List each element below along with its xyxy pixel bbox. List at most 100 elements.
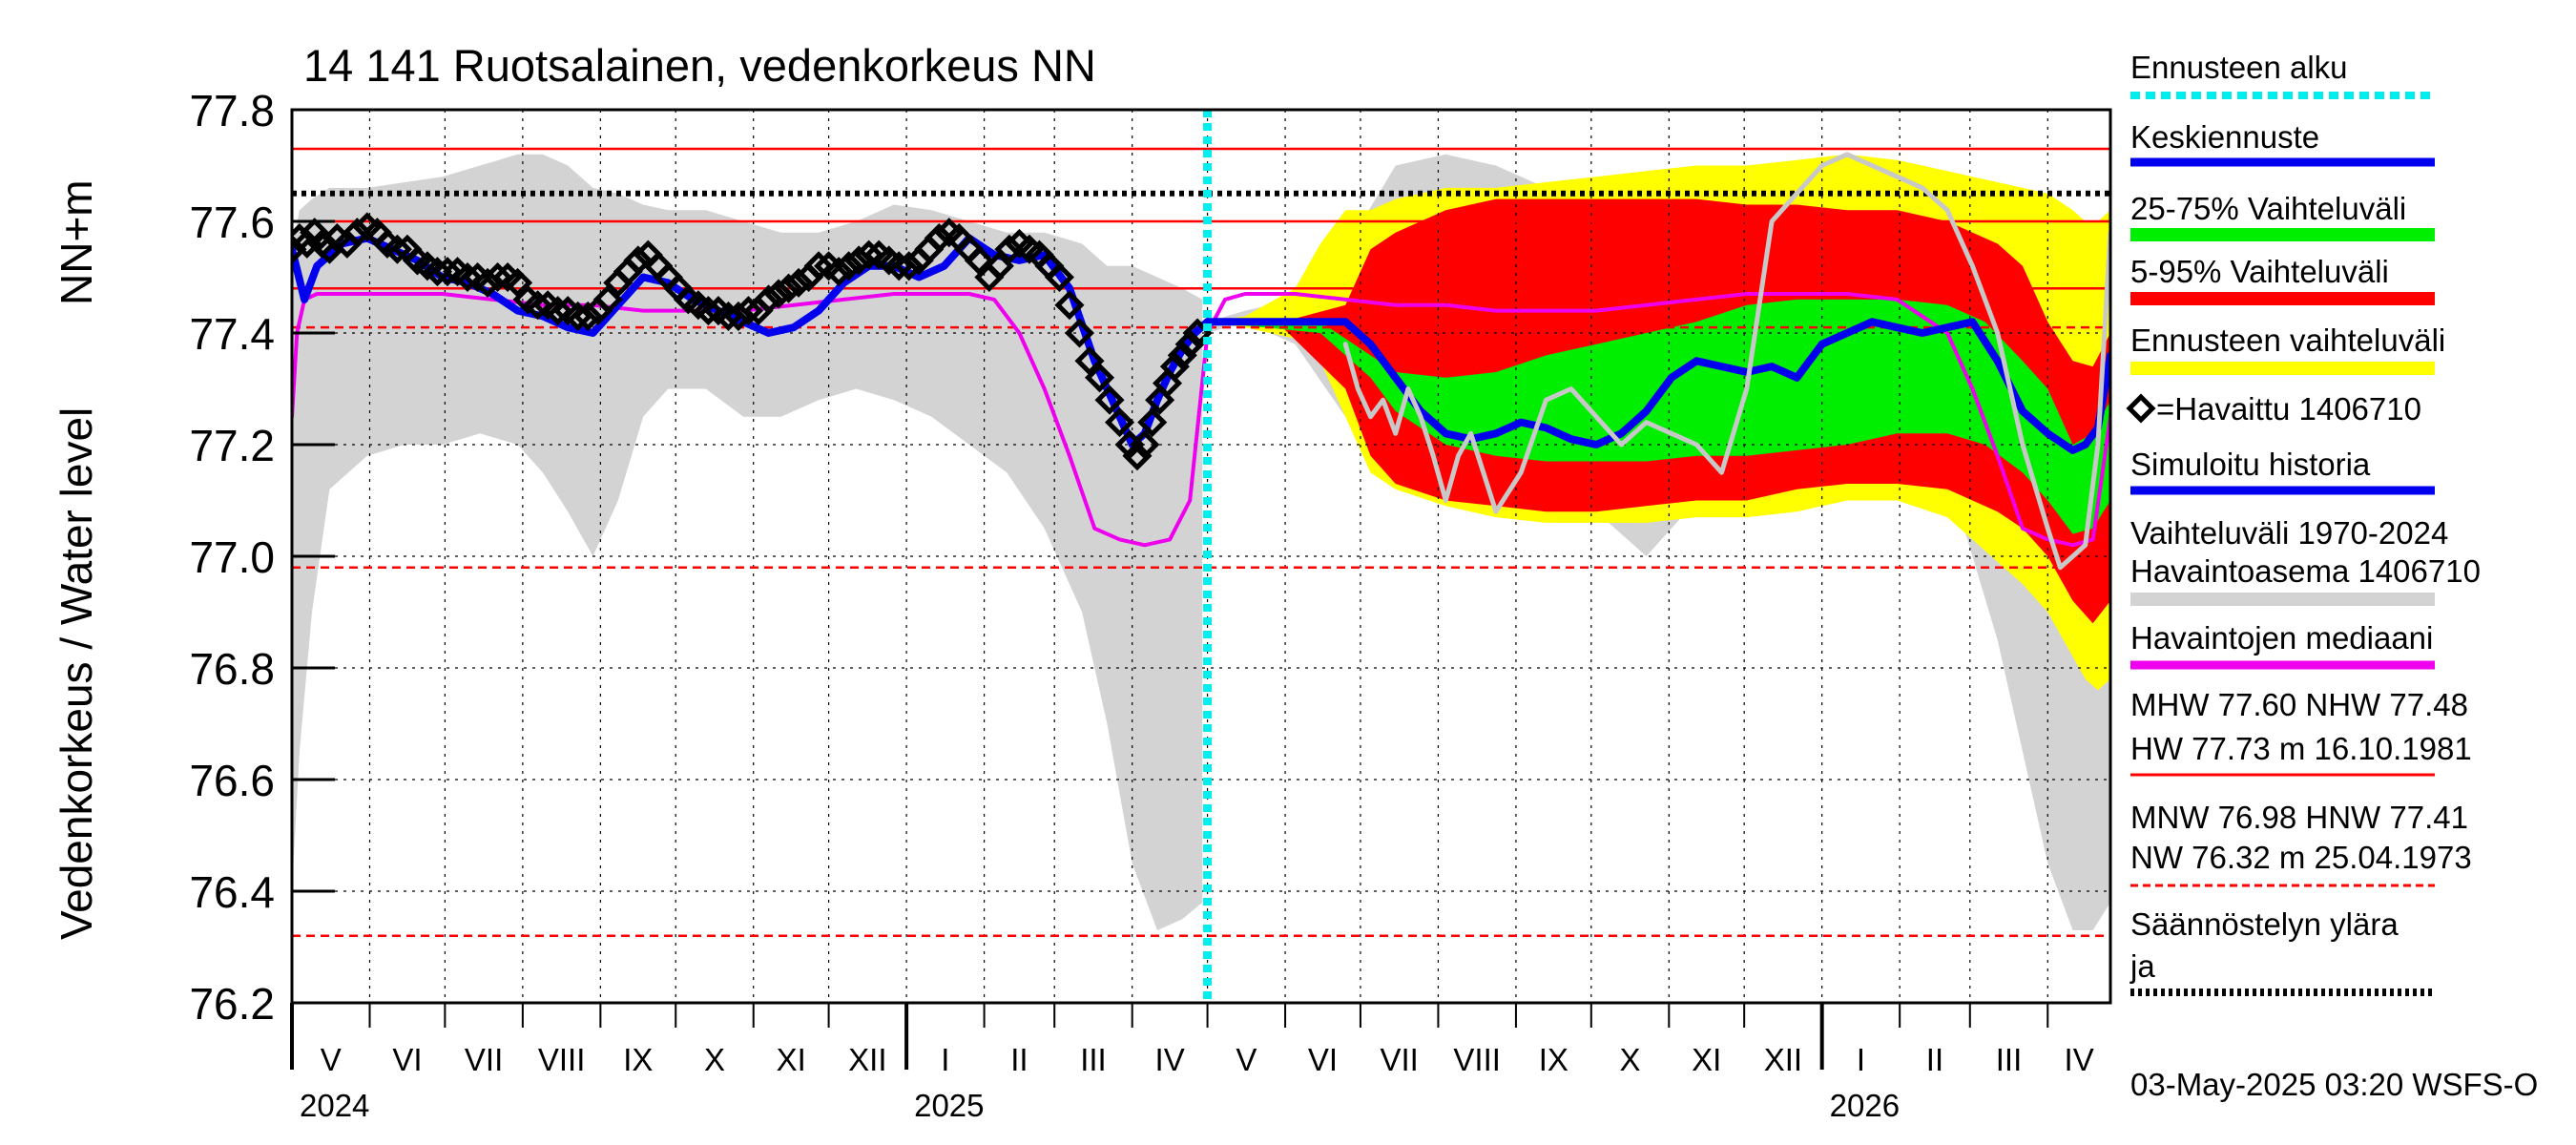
observed-marker-19 <box>452 261 483 293</box>
observed-marker-51 <box>773 273 804 303</box>
observed-marker-93 <box>1174 329 1205 360</box>
month-label-15: VIII <box>1453 1042 1501 1077</box>
legend-marker-havaittu-1406710 <box>2126 393 2156 424</box>
observed-marker-88 <box>1137 407 1168 438</box>
legend-label2-mhw-77-60-nhw-77-48: HW 77.73 m 16.10.1981 <box>2130 731 2472 766</box>
observed-marker-78 <box>1044 261 1074 293</box>
month-label-6: XI <box>777 1042 806 1077</box>
observed-marker-81 <box>1074 345 1105 376</box>
observed-marker-17 <box>432 257 463 287</box>
observed-marker-47 <box>733 296 764 326</box>
legend-label2-mnw-76-98-hnw-77-41: NW 76.32 m 25.04.1973 <box>2130 840 2472 875</box>
x-axis: V VI VII VIII IX X XI XII I II III IV V VI VII VIII IX X X… <box>290 1003 2094 1123</box>
observed-marker-22 <box>483 261 513 293</box>
year-label-2024: 2024 <box>300 1088 369 1123</box>
observed-marker-31 <box>572 301 603 331</box>
observed-marker-82 <box>1084 363 1115 393</box>
month-label-9: II <box>1010 1042 1028 1077</box>
y-tick-label-76.8: 76.8 <box>189 644 275 694</box>
observed-marker-33 <box>592 284 623 315</box>
observed-marker-52 <box>783 267 814 298</box>
band-25-75-vaihteluv-li <box>1207 299 2110 534</box>
observed-marker-12 <box>382 234 412 264</box>
month-label-17: X <box>1620 1042 1641 1077</box>
chart-title: 14 141 Ruotsalainen, vedenkorkeus NN <box>303 40 1096 91</box>
month-label-11: IV <box>1155 1042 1185 1077</box>
month-label-16: IX <box>1539 1042 1568 1077</box>
month-label-5: X <box>704 1042 725 1077</box>
observed-marker-66 <box>924 223 954 254</box>
month-label-20: I <box>1857 1042 1865 1077</box>
legend-label2-s-nn-stelyn-yl-ra: ja <box>2129 948 2155 984</box>
y-tick-label-76.6: 76.6 <box>189 756 275 805</box>
month-label-22: III <box>1996 1042 2023 1077</box>
observed-marker-49 <box>753 284 784 315</box>
y-tick-label-76.4: 76.4 <box>189 867 275 917</box>
legend-label-keskiennuste: Keskiennuste <box>2130 119 2319 155</box>
observed-marker-87 <box>1130 429 1160 460</box>
observed-marker-70 <box>964 245 994 276</box>
legend-label-s-nn-stelyn-yl-ra: Säännöstelyn ylära <box>2130 906 2399 942</box>
legend-label-havaintojen-mediaani: Havaintojen mediaani <box>2130 620 2433 656</box>
month-label-2: VII <box>465 1042 503 1077</box>
observed-marker-28 <box>543 296 573 326</box>
y-axis-label: Vedenkorkeus / Water level <box>52 407 101 940</box>
observed-marker-73 <box>994 234 1025 264</box>
legend-label-25-75-vaihteluv-li: 25-75% Vaihteluväli <box>2130 191 2406 226</box>
month-label-4: IX <box>623 1042 653 1077</box>
observed-marker-63 <box>894 251 924 281</box>
observed-marker-36 <box>623 245 654 276</box>
observed-marker-26 <box>523 290 553 321</box>
month-label-19: XII <box>1764 1042 1802 1077</box>
y-tick-label-77.0: 77.0 <box>189 532 275 582</box>
month-label-0: V <box>321 1042 342 1077</box>
band-vaihteluv-li-1970-2024-havaintoasema-1406710 <box>292 154 1203 931</box>
month-label-7: XII <box>848 1042 886 1077</box>
month-label-1: VI <box>392 1042 422 1077</box>
year-label-2026: 2026 <box>1830 1088 1900 1123</box>
observed-marker-79 <box>1054 290 1085 321</box>
observed-marker-83 <box>1094 385 1125 415</box>
observed-marker-50 <box>763 279 794 309</box>
legend-label-mnw-76-98-hnw-77-41: MNW 76.98 HNW 77.41 <box>2130 800 2468 835</box>
month-label-3: VIII <box>538 1042 586 1077</box>
y-axis-unit-label: NN+m <box>52 179 101 305</box>
observed-marker-84 <box>1105 407 1135 438</box>
observed-marker-54 <box>803 251 834 281</box>
legend-label2-vaihteluv-li-1970-2024: Havaintoasema 1406710 <box>2130 553 2481 589</box>
observed-marker-57 <box>834 251 864 281</box>
legend: Ennusteen alku Keskiennuste 25-75% Vaihtel… <box>2126 50 2481 996</box>
observed-marker-80 <box>1064 318 1095 348</box>
observed-marker-72 <box>984 251 1014 281</box>
legend-label-ennusteen-vaihteluv-li: Ennusteen vaihteluväli <box>2130 323 2445 358</box>
legend-label-simuloitu-historia: Simuloitu historia <box>2130 447 2371 482</box>
month-label-14: VII <box>1381 1042 1419 1077</box>
legend-label-havaittu-1406710: =Havaittu 1406710 <box>2156 391 2421 427</box>
month-label-12: V <box>1236 1042 1257 1077</box>
observed-marker-92 <box>1167 340 1197 370</box>
observed-markers <box>292 212 1213 471</box>
month-label-21: II <box>1926 1042 1943 1077</box>
y-tick-label-77.2: 77.2 <box>189 421 275 470</box>
y-tick-label-77.6: 77.6 <box>189 198 275 247</box>
observed-marker-86 <box>1122 441 1153 471</box>
observed-marker-59 <box>854 239 884 270</box>
month-label-18: XI <box>1692 1042 1721 1077</box>
observed-marker-16 <box>422 257 453 287</box>
legend-label-5-95-vaihteluv-li: 5-95% Vaihteluväli <box>2130 254 2389 289</box>
legend-label-ennusteen-alku: Ennusteen alku <box>2130 50 2348 85</box>
line-simuloitu-vertailu-harmaa <box>1342 152 2110 571</box>
year-label-2025: 2025 <box>914 1088 984 1123</box>
legend-label-vaihteluv-li-1970-2024: Vaihteluväli 1970-2024 <box>2130 515 2448 551</box>
month-label-23: IV <box>2065 1042 2094 1077</box>
month-label-13: VI <box>1308 1042 1338 1077</box>
month-label-8: I <box>941 1042 949 1077</box>
legend-label-mhw-77-60-nhw-77-48: MHW 77.60 NHW 77.48 <box>2130 687 2468 722</box>
footer-timestamp: 03-May-2025 03:20 WSFS-O <box>2130 1067 2538 1102</box>
observed-marker-43 <box>693 296 723 326</box>
observed-marker-3 <box>300 218 330 248</box>
y-tick-label-76.2: 76.2 <box>189 979 275 1029</box>
y-tick-label-77.4: 77.4 <box>189 309 275 359</box>
observed-marker-56 <box>823 257 854 287</box>
